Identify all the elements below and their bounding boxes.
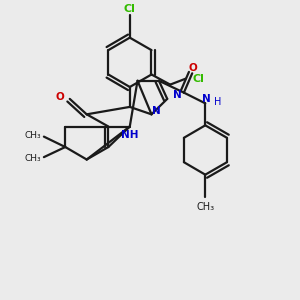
Text: Cl: Cl — [124, 4, 136, 14]
Text: N: N — [152, 106, 161, 116]
Text: O: O — [56, 92, 64, 102]
Text: N: N — [173, 90, 182, 100]
Text: CH₃: CH₃ — [196, 202, 214, 212]
Text: H: H — [214, 97, 221, 107]
Text: N: N — [202, 94, 210, 104]
Text: CH₃: CH₃ — [24, 154, 41, 163]
Text: O: O — [188, 63, 197, 73]
Text: NH: NH — [121, 130, 139, 140]
Text: CH₃: CH₃ — [24, 131, 41, 140]
Text: Cl: Cl — [193, 74, 205, 84]
